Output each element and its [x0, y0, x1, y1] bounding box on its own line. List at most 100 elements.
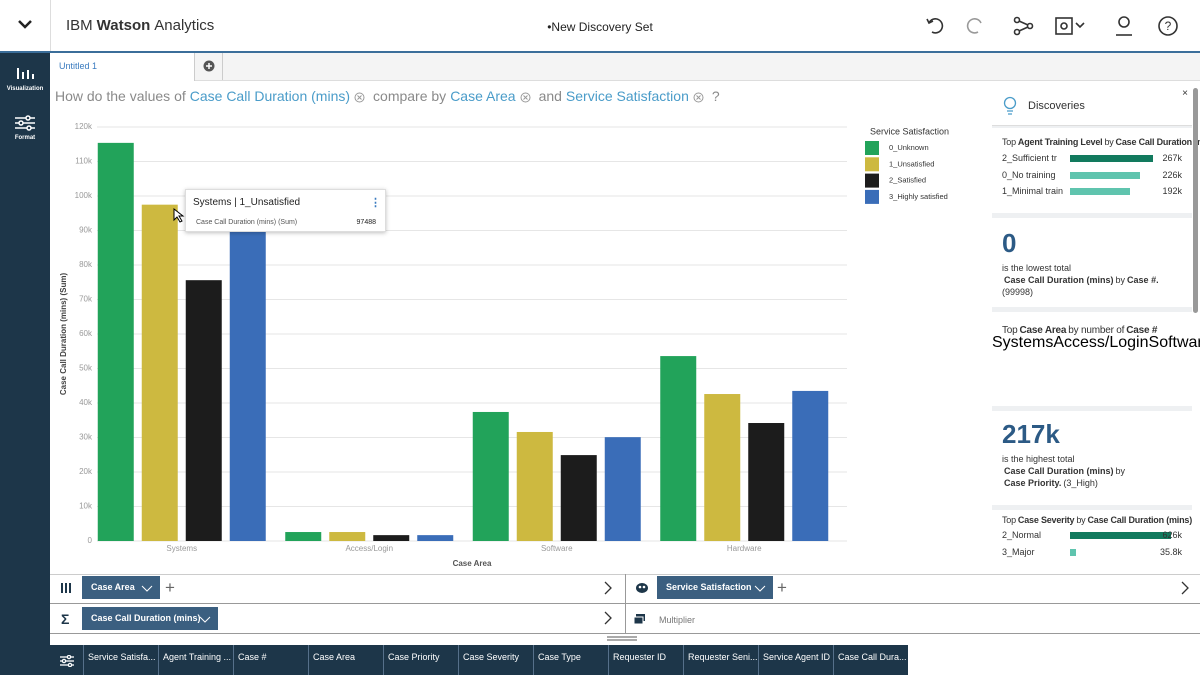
item-bar: [1070, 188, 1130, 195]
expand-arrow[interactable]: [603, 611, 613, 625]
toolbar: ?: [926, 16, 1178, 36]
y-tick-label: 100k: [75, 191, 93, 200]
bubble-label: Systems: [992, 334, 1054, 351]
item-name: 3_Major: [1002, 546, 1035, 557]
column-header[interactable]: Service Satisfa...: [83, 645, 158, 675]
line-part: is the lowest total: [1002, 263, 1072, 273]
bar: [748, 423, 785, 541]
y-axis-label: Case Call Duration (mins) (Sum): [59, 273, 68, 396]
bar: [660, 356, 697, 541]
format-icon[interactable]: [14, 115, 36, 131]
brand-part: Analytics: [154, 17, 215, 34]
close[interactable]: ×: [1182, 88, 1188, 99]
remove-icon[interactable]: [520, 92, 531, 103]
card-heading: Top Case Area by number of Case #: [1002, 325, 1159, 336]
heading-part: Top: [1002, 137, 1016, 147]
pill-chevron[interactable]: [140, 583, 154, 593]
x-tick-label: Access/Login: [345, 544, 393, 553]
help[interactable]: [1158, 16, 1178, 36]
shelf-pill[interactable]: Case Area: [82, 576, 160, 599]
heading-part: Case Area: [1019, 325, 1067, 336]
pill-chevron[interactable]: [198, 614, 212, 624]
brand-part: Watson: [96, 17, 151, 34]
column-header[interactable]: Case Priority: [383, 645, 458, 675]
item-value: 267k: [1162, 153, 1182, 163]
line-part: (3_High): [1063, 478, 1098, 488]
item-name: 1_Minimal train: [1002, 186, 1064, 196]
column-header[interactable]: Case #: [233, 645, 308, 675]
menu-toggle[interactable]: [0, 0, 50, 51]
bar: [329, 532, 366, 541]
tab[interactable]: Untitled 1: [50, 53, 195, 81]
undo[interactable]: [928, 18, 944, 34]
resize-handle[interactable]: [606, 634, 638, 644]
item-name: 2_Normal: [1002, 530, 1042, 540]
column-header[interactable]: Case Severity: [458, 645, 533, 675]
heading-part: by: [1076, 515, 1086, 525]
scrollbar[interactable]: [1193, 88, 1198, 313]
brand: IBM Watson Analytics: [66, 17, 218, 34]
item-value: 626k: [1162, 530, 1182, 540]
text-line: is the lowest total: [1002, 263, 1073, 273]
legend-title: Service Satisfaction: [870, 126, 949, 136]
add-tab[interactable]: [202, 59, 216, 73]
question-field[interactable]: Case Area: [450, 88, 516, 104]
column-header[interactable]: Case Area: [308, 645, 383, 675]
tooltip: Systems | 1_Unsatisfied ⋮ Case Call Dura…: [185, 189, 386, 232]
tooltip-menu[interactable]: ⋮: [370, 197, 381, 209]
shelf-row: [50, 603, 1200, 634]
item-bar: [1070, 171, 1141, 179]
legend-label: 0_Unknown: [889, 143, 929, 152]
columns-icon[interactable]: [59, 655, 75, 667]
line-part: (99998): [1002, 287, 1034, 297]
bar: [516, 431, 553, 541]
column-header[interactable]: Requester Seni...: [683, 645, 758, 675]
question-field[interactable]: Case Call Duration (mins): [189, 88, 351, 104]
sidebar-label[interactable]: Visualization: [6, 86, 44, 92]
question-text: How do the values of: [55, 88, 186, 104]
headline: 0: [1002, 228, 1017, 258]
expand-arrow[interactable]: [1180, 581, 1190, 595]
svg-text:?: ?: [1165, 19, 1172, 33]
question-text: ?: [711, 88, 720, 104]
item-value: 226k: [1162, 169, 1182, 180]
panel-header: Discoveries ×: [992, 88, 1192, 126]
bar: [97, 142, 134, 541]
legend-swatch: [865, 141, 879, 155]
line-part: is the highest total: [1002, 454, 1075, 464]
bubble-label: Software: [1148, 334, 1200, 351]
top-bar: [0, 0, 1200, 53]
column-header[interactable]: Case Call Dura...: [833, 645, 908, 675]
legend-swatch: [865, 173, 879, 188]
legend-swatch: [865, 189, 879, 204]
card: Top Case Severity by Case Call Duration (mi…: [992, 510, 1192, 600]
redo[interactable]: [966, 18, 982, 34]
y-tick-label: 60k: [79, 329, 93, 338]
question-field[interactable]: Service Satisfaction: [565, 88, 689, 104]
card-heading: Top Case Severity by Case Call Duration (mi…: [1002, 515, 1194, 525]
shelf-pill[interactable]: Service Satisfaction: [657, 576, 773, 599]
pill-chevron[interactable]: [753, 583, 767, 593]
remove-icon[interactable]: [354, 92, 365, 103]
column-header[interactable]: Case Type: [533, 645, 608, 675]
column-header[interactable]: Service Agent ID: [758, 645, 833, 675]
account[interactable]: [1118, 16, 1130, 28]
column-header[interactable]: Agent Training ...: [158, 645, 233, 675]
x-axis-label: Case Area: [453, 559, 492, 568]
x-tick-label: Hardware: [727, 544, 762, 553]
card: 0 is the lowest total Case Call Duration …: [992, 218, 1192, 307]
column-header[interactable]: Requester ID: [608, 645, 683, 675]
add-button[interactable]: +: [165, 578, 175, 597]
remove-icon[interactable]: [693, 92, 704, 103]
divider: [222, 53, 223, 80]
add-button[interactable]: +: [777, 578, 787, 597]
expand-arrow[interactable]: [603, 581, 613, 595]
shelf-pill[interactable]: Case Call Duration (mins): [82, 607, 218, 630]
sidebar-label[interactable]: Format: [14, 135, 36, 141]
item-value: 192k: [1162, 186, 1182, 196]
capture[interactable]: [1055, 17, 1073, 35]
bulb-icon: [1003, 96, 1017, 115]
divider: [50, 0, 51, 51]
visualization-icon[interactable]: [15, 65, 35, 81]
